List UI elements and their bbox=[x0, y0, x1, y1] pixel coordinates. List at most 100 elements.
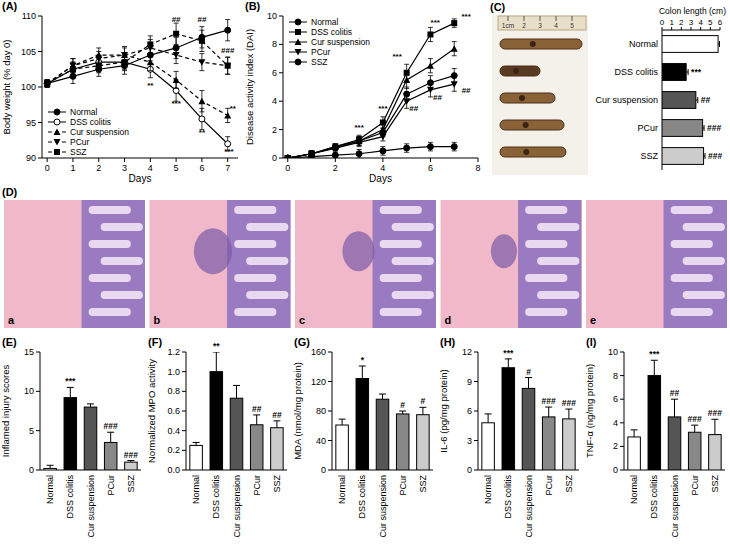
crypt bbox=[246, 223, 288, 231]
x-tick-label: DSS colitis bbox=[503, 475, 513, 519]
x-tick-label: 0 bbox=[660, 18, 665, 27]
crypt bbox=[671, 274, 713, 282]
significance: ### bbox=[562, 398, 576, 408]
annotation: ** bbox=[230, 104, 237, 113]
y-tick-label: 0.0 bbox=[167, 465, 180, 475]
marker bbox=[380, 129, 386, 135]
axes: 036912IL-6 (pg/mg protein)NormalDSS coli… bbox=[438, 347, 579, 538]
error-bar bbox=[525, 378, 532, 389]
y-tick bbox=[182, 352, 186, 353]
significance: ## bbox=[252, 404, 262, 414]
bar bbox=[210, 372, 223, 470]
marker bbox=[427, 31, 433, 37]
x-tick bbox=[72, 158, 73, 162]
panel-title: (F) bbox=[148, 336, 162, 348]
error-bar bbox=[505, 359, 512, 368]
y-tick-label: 0 bbox=[321, 465, 326, 475]
bar bbox=[709, 435, 722, 470]
annotation: ## bbox=[172, 15, 181, 24]
x-tick-label: PCur bbox=[690, 475, 700, 496]
colon-specimen bbox=[500, 66, 540, 76]
y-axis-label: Normalized MPO activity bbox=[146, 359, 157, 463]
x-tick-label: 4 bbox=[698, 18, 703, 27]
crypt bbox=[525, 274, 567, 282]
crypt bbox=[89, 206, 131, 214]
tissue-mucosa bbox=[82, 200, 145, 328]
x-tick-label: 3 bbox=[689, 18, 694, 27]
significance: ### bbox=[542, 396, 556, 406]
y-tick-label: 9 bbox=[467, 377, 472, 387]
crypt bbox=[671, 308, 713, 316]
bar bbox=[662, 92, 696, 109]
bar bbox=[190, 445, 203, 470]
tissue-muscle bbox=[295, 200, 436, 328]
y-tick bbox=[182, 411, 186, 412]
x-tick bbox=[700, 27, 701, 30]
bar bbox=[84, 407, 97, 470]
error-bar bbox=[199, 30, 204, 51]
x-tick bbox=[720, 27, 721, 30]
colon-specimen bbox=[500, 120, 564, 130]
error-bar bbox=[428, 76, 433, 90]
marker bbox=[332, 152, 338, 158]
y-axis-label: TNF-α (ng/mg protein) bbox=[584, 364, 595, 458]
plot-area bbox=[284, 19, 457, 158]
error-bar bbox=[359, 366, 366, 379]
marker bbox=[147, 41, 153, 47]
legend: NormalDSS colitisCur suspensionPCurSSZ bbox=[289, 17, 370, 67]
marker bbox=[173, 52, 180, 59]
axes: 024681002468DaysDisease activity index (… bbox=[244, 11, 481, 184]
y-tick bbox=[279, 72, 283, 73]
y-tick-label: SSZ bbox=[640, 151, 658, 161]
crypt bbox=[101, 223, 143, 231]
bar bbox=[688, 432, 701, 470]
x-tick bbox=[662, 27, 663, 30]
x-tick-label: 2 bbox=[333, 163, 338, 173]
significance: ** bbox=[213, 341, 220, 351]
bar bbox=[628, 437, 641, 470]
significance: ### bbox=[708, 151, 722, 161]
y-tick-label: 2 bbox=[272, 125, 277, 135]
panel-title: (B) bbox=[245, 0, 261, 12]
x-tick-label: Normal bbox=[483, 475, 493, 504]
bar bbox=[336, 425, 349, 470]
y-tick-label: Cur suspension bbox=[595, 95, 658, 105]
y-tick bbox=[279, 129, 283, 130]
annotation: *** bbox=[354, 123, 364, 132]
error-bar bbox=[404, 71, 409, 88]
histology-image: b bbox=[150, 200, 291, 328]
ruler-mark bbox=[540, 16, 541, 21]
error-bar bbox=[711, 419, 718, 434]
crypt bbox=[537, 291, 579, 299]
tissue-muscle bbox=[586, 200, 727, 328]
bar bbox=[356, 379, 369, 470]
annotation: ## bbox=[462, 86, 471, 95]
x-tick-label: DSS colitis bbox=[649, 475, 659, 519]
tissue-muscle bbox=[150, 200, 291, 328]
x-tick-label: 7 bbox=[225, 163, 230, 173]
error-bar bbox=[357, 137, 362, 146]
x-tick-label: DSS colitis bbox=[357, 475, 367, 519]
significance: *** bbox=[503, 348, 514, 358]
x-tick bbox=[430, 158, 431, 162]
x-axis-label: Days bbox=[369, 173, 392, 184]
y-tick bbox=[620, 399, 624, 400]
x-tick bbox=[227, 158, 228, 162]
series-line bbox=[288, 84, 454, 158]
legend-label: Cur suspension bbox=[311, 37, 370, 47]
marker bbox=[70, 66, 76, 72]
marker bbox=[44, 80, 50, 86]
bar bbox=[230, 398, 243, 470]
y-tick bbox=[36, 430, 40, 431]
crypt bbox=[89, 274, 131, 282]
x-tick-label: 6 bbox=[428, 163, 433, 173]
y-tick-label: 95 bbox=[26, 118, 36, 128]
x-tick-label: 2 bbox=[96, 163, 101, 173]
annotation: ## bbox=[409, 104, 418, 113]
x-tick bbox=[150, 158, 151, 162]
plot-area bbox=[190, 352, 283, 470]
error-bar bbox=[333, 145, 338, 151]
marker bbox=[356, 151, 362, 157]
x-tick-label: PCur bbox=[252, 475, 262, 496]
y-tick bbox=[182, 470, 186, 471]
